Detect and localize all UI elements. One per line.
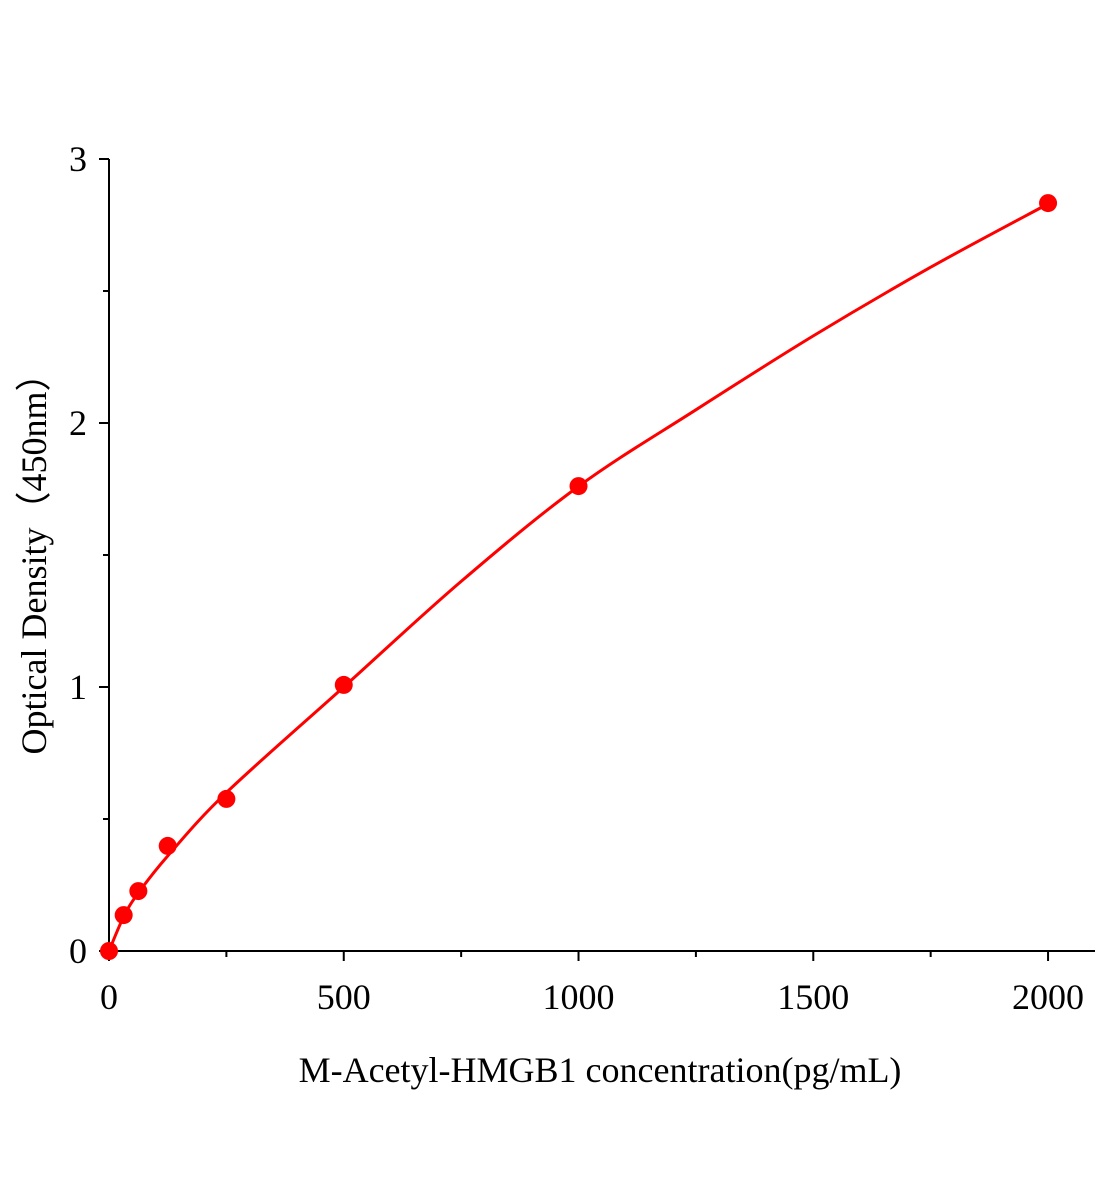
point <box>129 882 148 901</box>
point <box>334 675 353 694</box>
point <box>1039 194 1058 213</box>
y-tick-label: 2 <box>69 403 87 443</box>
x-axis-label: M-Acetyl-HMGB1 concentration(pg/mL) <box>299 1050 902 1090</box>
point <box>114 906 133 925</box>
point <box>158 836 177 855</box>
point <box>100 942 118 960</box>
x-tick-label: 0 <box>100 977 118 1017</box>
y-tick-label: 1 <box>69 667 87 707</box>
point <box>217 789 236 808</box>
x-tick-label: 2000 <box>1012 977 1084 1017</box>
y-tick-label: 3 <box>69 139 87 179</box>
x-tick-label: 1500 <box>777 977 849 1017</box>
x-tick-label: 1000 <box>543 977 615 1017</box>
y-axis-label: Optical Density（450nm） <box>14 356 54 755</box>
point <box>569 477 588 496</box>
x-tick-label: 500 <box>317 977 371 1017</box>
y-tick-label: 0 <box>69 931 87 971</box>
fit-curve <box>107 202 1049 952</box>
